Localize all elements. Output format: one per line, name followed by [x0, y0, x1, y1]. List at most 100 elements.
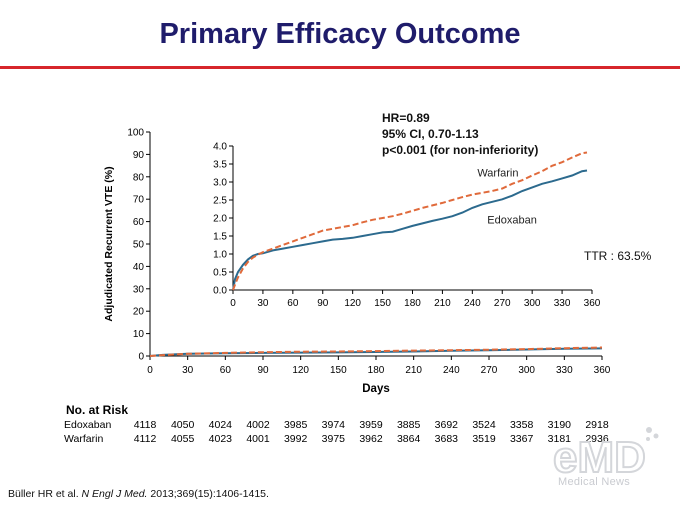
risk-cell: 3864 — [396, 433, 421, 445]
citation: Büller HR et al. N Engl J Med. 2013;369(… — [8, 488, 269, 500]
main-x-tick-label: 120 — [292, 365, 309, 376]
inset-x-tick-label: 330 — [554, 298, 571, 309]
main-y-tick-label: 40 — [133, 262, 145, 273]
main-x-axis-label: Days — [362, 383, 390, 395]
main-y-tick-label: 50 — [133, 240, 145, 251]
main-x-tick-label: 30 — [182, 365, 194, 376]
svg-text:eMD: eMD — [553, 433, 646, 482]
inset-y-tick-label: 0.5 — [213, 268, 227, 279]
risk-cell: 3985 — [283, 419, 308, 431]
inset-annotation-edoxaban: Edoxaban — [487, 214, 537, 226]
p-value: p<0.001 (for non-inferiority) — [382, 143, 539, 157]
risk-cell: 3975 — [321, 433, 345, 445]
inset-x-tick-label: 180 — [404, 298, 421, 309]
risk-row-edoxaban: Edoxaban 4118 4050 4024 4002 3985 3974 3959 388… — [64, 419, 664, 432]
main-x-tick-label: 0 — [147, 365, 153, 376]
title-divider — [0, 66, 680, 69]
inset-x-tick-label: 270 — [494, 298, 511, 309]
risk-cell: 4001 — [246, 433, 270, 445]
risk-cell: 4112 — [133, 433, 157, 445]
main-y-tick-label: 10 — [133, 329, 145, 340]
inset-x-tick-label: 240 — [464, 298, 481, 309]
slide-title: Primary Efficacy Outcome — [159, 18, 521, 50]
inset-y-tick-label: 1.0 — [213, 250, 227, 261]
inset-y-tick-label: 2.5 — [213, 196, 227, 207]
citation-journal: N Engl J Med. — [81, 488, 148, 500]
risk-cell: 3519 — [472, 433, 496, 445]
risk-cell: 4002 — [246, 419, 270, 431]
risk-cell: 3992 — [283, 433, 308, 445]
main-series — [149, 346, 603, 357]
inset-annotation-warfarin: Warfarin — [477, 168, 518, 180]
inset-y-tick-label: 0.0 — [213, 286, 227, 297]
risk-cell: 3683 — [434, 433, 458, 445]
main-y-axis-label: Adjudicated Recurrent VTE (%) — [103, 166, 115, 321]
risk-cell: 3367 — [509, 433, 534, 445]
risk-cell: 3358 — [509, 419, 534, 431]
hazard-ratio: HR=0.89 — [382, 111, 430, 125]
risk-row-label: Edoxaban — [64, 419, 112, 431]
risk-cell: 2918 — [585, 419, 609, 431]
inset-x-tick-label: 0 — [230, 298, 236, 309]
risk-cell: 3181 — [547, 433, 571, 445]
main-y-tick-label: 80 — [133, 172, 145, 183]
emd-logo-watermark: eMD — [552, 427, 659, 483]
risk-cell: 4023 — [208, 433, 232, 445]
inset-x-tick-label: 120 — [344, 298, 361, 309]
main-x-tick-label: 60 — [220, 365, 232, 376]
inset-y-tick-label: 2.0 — [213, 214, 227, 225]
inset-x-tick-label: 210 — [434, 298, 451, 309]
main-x-tick-label: 210 — [405, 365, 422, 376]
main-y-tick-label: 60 — [133, 217, 145, 228]
main-axes: 0 10 20 30 40 50 60 70 80 90 100 0 30 60 90 120 150 180 21… — [127, 128, 610, 377]
inset-series-warfarin — [232, 151, 588, 291]
main-x-tick-label: 300 — [518, 365, 535, 376]
risk-cell: 3524 — [472, 419, 496, 431]
risk-cell: 4055 — [170, 433, 195, 445]
main-y-tick-label: 90 — [133, 150, 145, 161]
risk-table-header: No. at Risk — [66, 403, 129, 417]
main-y-tick-label: 0 — [138, 352, 144, 363]
inset-axes: 0.0 0.5 1.0 1.5 2.0 2.5 3.0 3.5 4.0 0 30 60 90 120 150… — [213, 142, 601, 310]
inset-background — [228, 140, 598, 315]
main-x-tick-label: 270 — [481, 365, 498, 376]
main-x-tick-label: 180 — [368, 365, 385, 376]
risk-cell: 2936 — [585, 433, 609, 445]
main-series-warfarin — [149, 346, 603, 357]
main-y-tick-label: 70 — [133, 195, 145, 206]
risk-cell: 3190 — [547, 419, 571, 431]
inset-x-tick-label: 300 — [524, 298, 541, 309]
main-y-tick-label: 30 — [133, 284, 145, 295]
main-y-tick-label: 100 — [127, 128, 144, 139]
risk-row-label: Warfarin — [64, 433, 104, 445]
inset-x-tick-label: 60 — [287, 298, 299, 309]
inset-y-tick-label: 1.5 — [213, 232, 227, 243]
citation-authors: Büller HR et al. — [8, 488, 82, 500]
inset-y-tick-label: 4.0 — [213, 142, 227, 153]
main-y-tick-label: 20 — [133, 307, 145, 318]
risk-cell: 3692 — [434, 419, 458, 431]
risk-cell: 3885 — [396, 419, 421, 431]
risk-cell: 3959 — [359, 419, 383, 431]
hazard-ratio-stats: HR=0.89 95% CI, 0.70-1.13 p<0.001 (for n… — [382, 110, 538, 158]
inset-x-tick-label: 150 — [374, 298, 391, 309]
inset-annotations: Warfarin Edoxaban — [477, 168, 537, 227]
inset-x-tick-label: 90 — [317, 298, 329, 309]
risk-cell: 3974 — [321, 419, 345, 431]
inset-x-tick-label: 360 — [584, 298, 601, 309]
ttr-label: TTR : 63.5% — [584, 249, 652, 263]
inset-y-tick-label: 3.5 — [213, 160, 227, 171]
main-x-tick-label: 150 — [330, 365, 347, 376]
inset-x-tick-label: 30 — [257, 298, 269, 309]
main-x-tick-label: 360 — [594, 365, 611, 376]
risk-cell: 4050 — [170, 419, 195, 431]
risk-cell: 4024 — [208, 419, 232, 431]
watermark-text: Medical News — [558, 476, 631, 488]
inset-y-tick-label: 3.0 — [213, 178, 227, 189]
risk-cell: 4118 — [133, 419, 157, 431]
citation-details: 2013;369(15):1406-1415. — [147, 488, 269, 500]
main-x-tick-label: 330 — [556, 365, 573, 376]
inset-series — [232, 151, 588, 291]
risk-cell: 3962 — [359, 433, 383, 445]
